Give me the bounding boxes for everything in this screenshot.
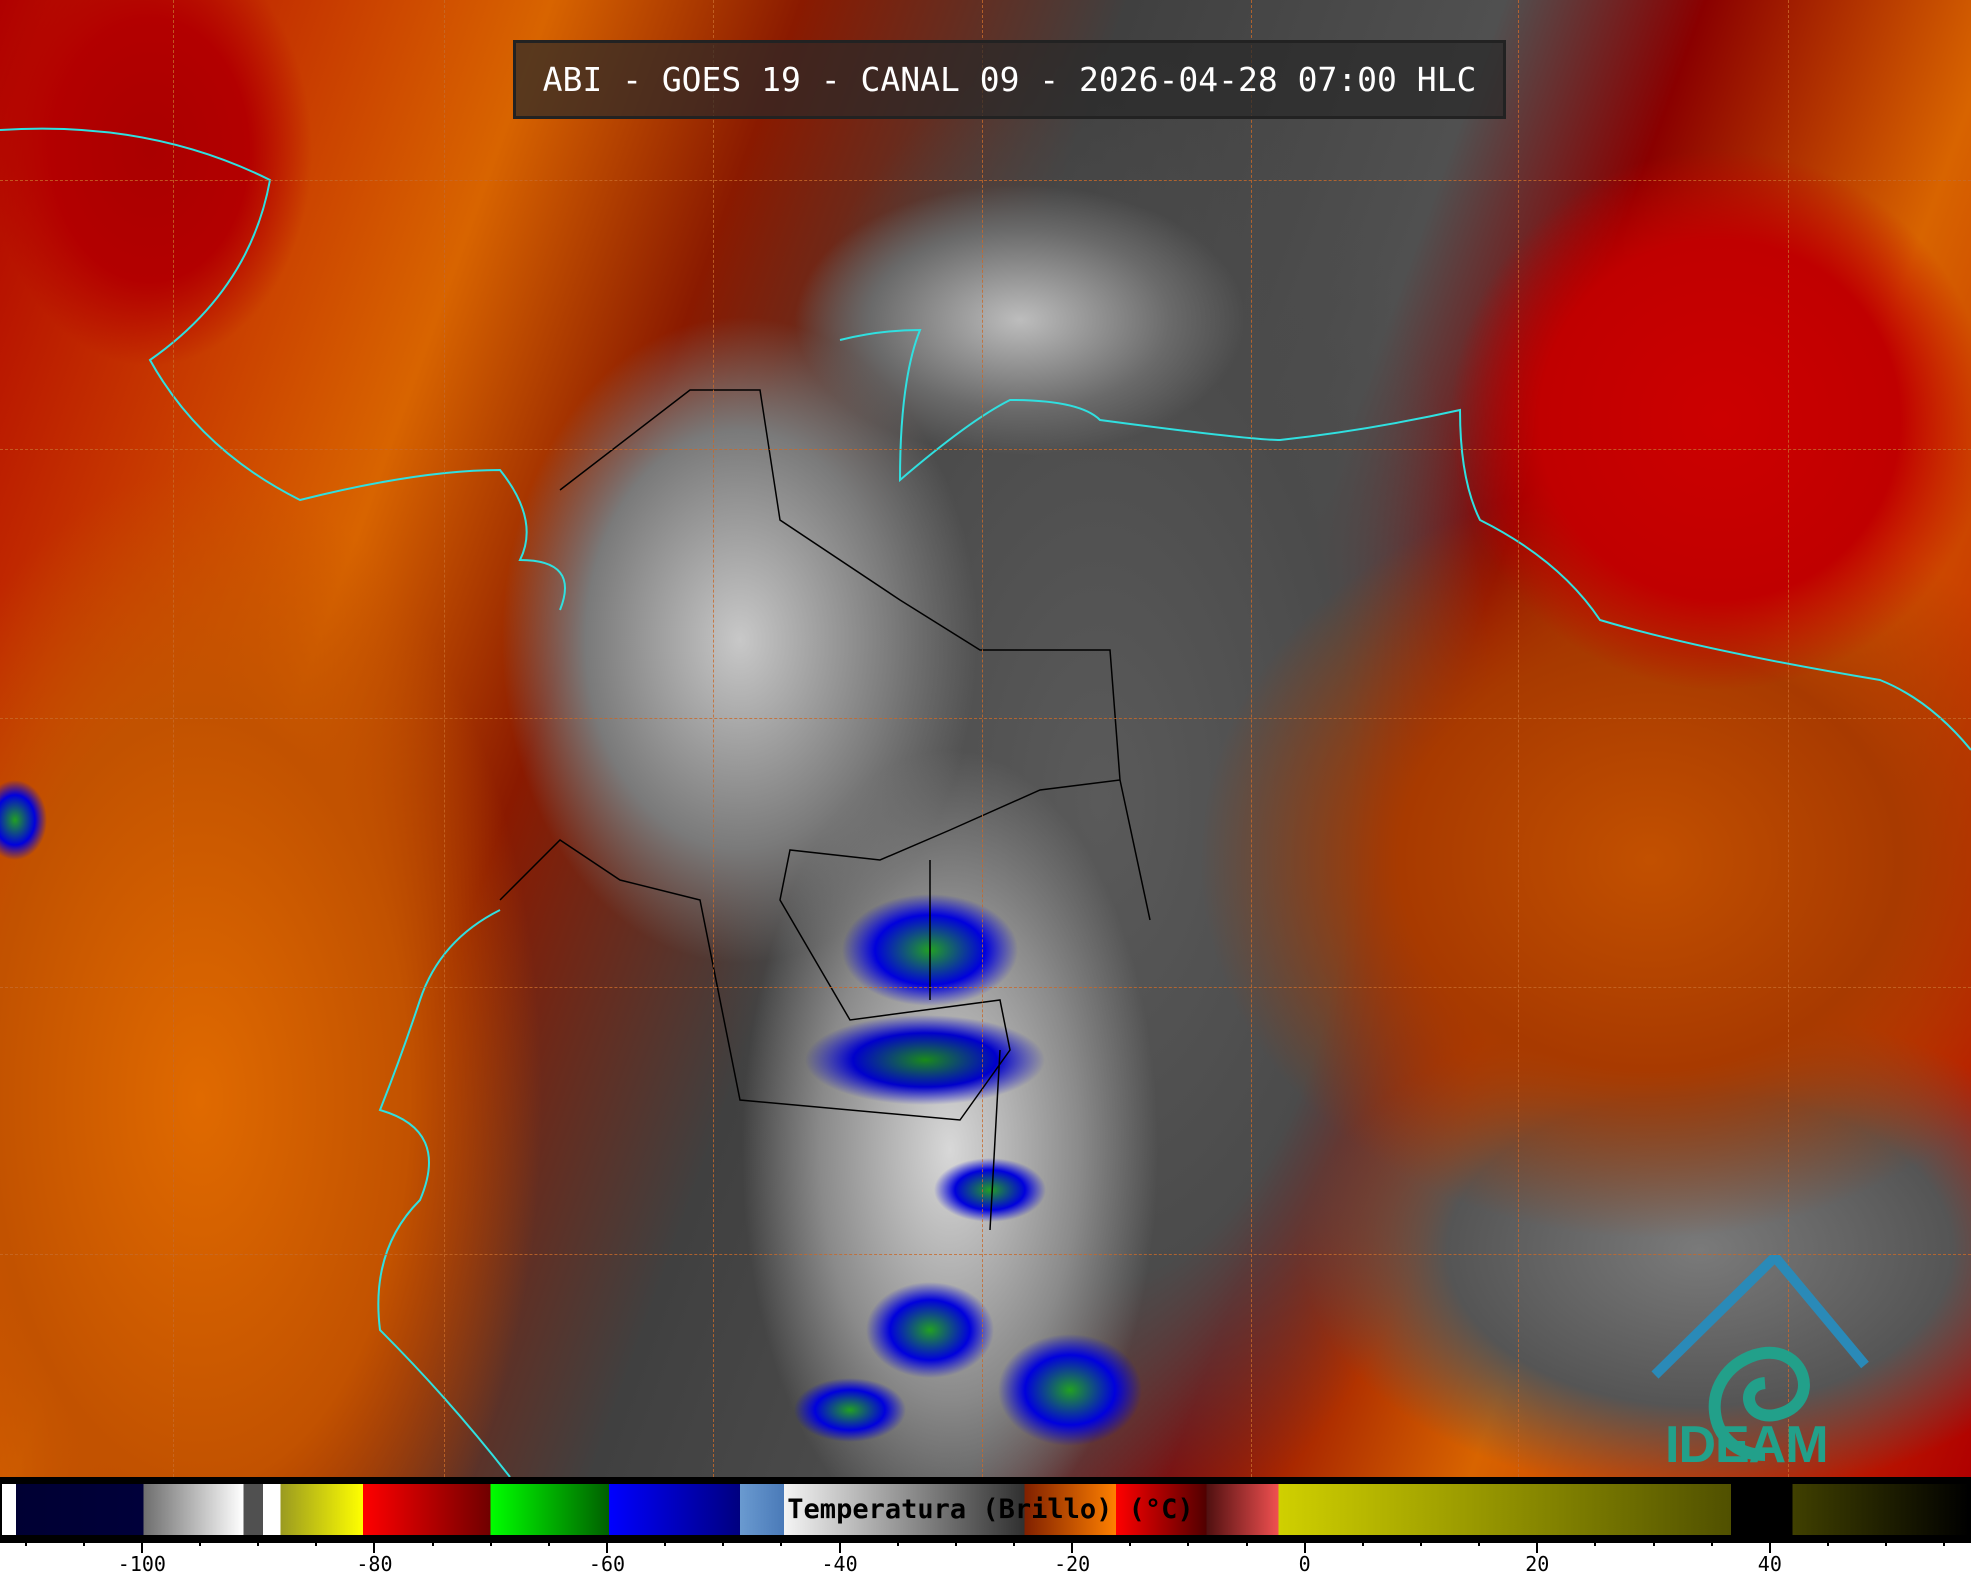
minor-tick <box>24 1537 27 1546</box>
tick-label: -80 <box>356 1552 393 1576</box>
minor-tick <box>547 1537 550 1546</box>
tick-label: 0 <box>1298 1552 1311 1576</box>
minor-tick <box>1187 1537 1190 1546</box>
minor-tick <box>1361 1537 1364 1546</box>
minor-tick <box>1012 1537 1015 1546</box>
minor-tick <box>431 1537 434 1546</box>
graticule-line <box>0 987 1971 988</box>
coastline-central-america <box>0 127 566 611</box>
ideam-logo-text: IDEAM <box>1665 1416 1829 1474</box>
major-tick <box>373 1537 376 1553</box>
minor-tick <box>257 1537 260 1546</box>
minor-tick <box>780 1537 783 1546</box>
major-tick <box>1071 1537 1074 1553</box>
minor-tick <box>722 1537 725 1546</box>
minor-tick <box>1129 1537 1132 1546</box>
coastline-caribbean-south <box>839 328 1971 751</box>
ideam-logo-icon <box>1651 1255 1869 1461</box>
graticule-line <box>0 718 1971 719</box>
major-tick <box>1303 1537 1306 1553</box>
graticule-line <box>0 449 1971 450</box>
major-tick <box>140 1537 143 1553</box>
minor-tick <box>82 1537 85 1546</box>
graticule-line <box>1251 0 1252 1477</box>
tick-label: -40 <box>821 1552 858 1576</box>
graticule-line <box>713 0 714 1477</box>
minor-tick <box>1826 1537 1829 1546</box>
graticule-line <box>0 1254 1971 1255</box>
major-tick <box>1536 1537 1539 1553</box>
tick-label: -60 <box>588 1552 626 1576</box>
major-tick <box>838 1537 841 1553</box>
minor-tick <box>896 1537 899 1546</box>
major-tick <box>1768 1537 1771 1553</box>
graticule-line <box>1518 0 1519 1477</box>
minor-tick <box>1245 1537 1248 1546</box>
coastline-overlay <box>0 127 1971 1477</box>
satellite-ir-map <box>0 0 1971 1477</box>
tick-label: -20 <box>1054 1552 1091 1576</box>
minor-tick <box>664 1537 667 1546</box>
minor-tick <box>1594 1537 1597 1546</box>
minor-tick <box>954 1537 957 1546</box>
graticule-line <box>173 0 174 1477</box>
minor-tick <box>1652 1537 1655 1546</box>
minor-tick <box>1478 1537 1481 1546</box>
minor-tick <box>1419 1537 1422 1546</box>
minor-tick <box>199 1537 201 1546</box>
graticule-line <box>0 180 1971 181</box>
minor-tick <box>1710 1537 1713 1546</box>
graticule-line <box>444 0 445 1477</box>
coastline-pacific-south-america <box>377 909 511 1477</box>
colorbar-label: Temperatura (Brillo) (°C) <box>787 1494 1194 1525</box>
colorbar: Temperatura (Brillo) (°C) -100 -80 -60 -40 -… <box>0 1477 1971 1577</box>
tick-label: 40 <box>1757 1552 1782 1576</box>
minor-tick <box>489 1537 492 1546</box>
image-title: ABI - GOES 19 - CANAL 09 - 2026-04-28 07… <box>513 40 1506 119</box>
tick-label: -100 <box>117 1552 166 1576</box>
minor-tick <box>1943 1537 1946 1546</box>
graticule-line <box>1788 0 1789 1477</box>
graticule-line <box>982 0 983 1477</box>
minor-tick <box>315 1537 318 1546</box>
minor-tick <box>1885 1537 1888 1546</box>
major-tick <box>605 1537 608 1553</box>
tick-label: 20 <box>1525 1552 1550 1576</box>
colorbar-gradient <box>2 1484 1969 1535</box>
country-borders <box>499 389 1151 1231</box>
